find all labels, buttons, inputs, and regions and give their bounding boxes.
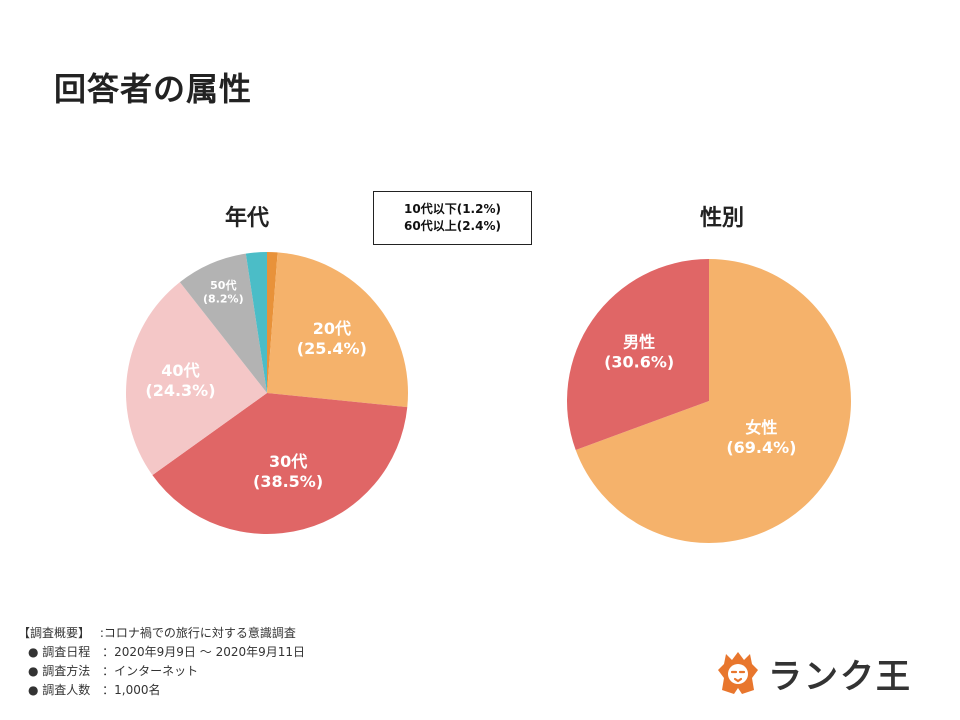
brand-logo: ランク王 <box>716 648 916 698</box>
slice-percent-女性: (69.4%) <box>726 438 796 457</box>
pie-slice-60代以上 <box>245 252 267 393</box>
survey-method-value: ：インターネット <box>102 664 199 678</box>
note-line-sixties: 60代以上(2.4%) <box>404 219 501 233</box>
slice-percent-20代: (25.4%) <box>297 339 367 358</box>
pie-slice-男性 <box>567 258 709 450</box>
minor-slices-note: 10代以下(1.2%) 60代以上(2.4%) <box>373 191 532 245</box>
pie-slice-40代 <box>126 282 267 476</box>
slice-percent-50代: (8.2%) <box>203 293 244 306</box>
note-line-teens: 10代以下(1.2%) <box>404 202 501 216</box>
slice-label-30代: 30代 <box>269 452 307 471</box>
page-title: 回答者の属性 <box>54 70 253 108</box>
slice-label-20代: 20代 <box>313 319 351 338</box>
survey-summary: 【調査概要】 :コロナ禍での旅行に対する意識調査 ● 調査日程 ：2020年9月… <box>18 624 305 700</box>
brand-name: ランク王 <box>768 656 912 697</box>
slice-label-40代: 40代 <box>161 361 199 380</box>
slice-label-男性: 男性 <box>623 332 655 351</box>
gender-chart-title: 性別 <box>699 206 744 231</box>
slice-label-女性: 女性 <box>745 418 777 437</box>
survey-date-label: ● 調査日程 <box>28 645 91 659</box>
slice-label-50代: 50代 <box>210 278 236 292</box>
survey-heading-value: :コロナ禍での旅行に対する意識調査 <box>99 626 296 640</box>
survey-date-value: ：2020年9月9日 〜 2020年9月11日 <box>102 645 306 659</box>
age-pie-chart: 20代(25.4%) 30代(38.5%) 40代(24.3%) 50代(8.2%) <box>126 252 408 534</box>
survey-count-label: ● 調査人数 <box>28 683 91 697</box>
slice-percent-40代: (24.3%) <box>145 381 215 400</box>
pie-slice-女性 <box>575 259 851 543</box>
survey-method-label: ● 調査方法 <box>28 664 91 678</box>
pie-slice-30代 <box>152 393 408 534</box>
gender-pie-chart: 女性(69.4%) 男性(30.6%) <box>567 258 851 543</box>
pie-slice-10代以下 <box>267 252 278 393</box>
slice-percent-30代: (38.5%) <box>253 472 323 491</box>
pie-slice-20代 <box>267 252 408 408</box>
pie-slice-50代 <box>179 253 267 393</box>
survey-heading: 【調査概要】 <box>18 626 91 640</box>
lion-icon <box>718 652 758 694</box>
slice-percent-男性: (30.6%) <box>604 352 674 371</box>
survey-count-value: ：1,000名 <box>102 683 161 697</box>
age-chart-title: 年代 <box>224 206 269 231</box>
